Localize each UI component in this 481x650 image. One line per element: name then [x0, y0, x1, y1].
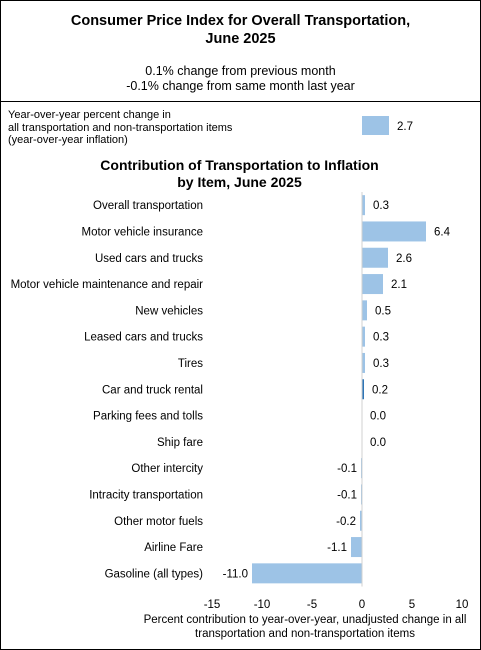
data-bar — [351, 537, 362, 558]
category-label: Car and truck rental — [102, 384, 203, 396]
category-label: Ship fare — [157, 437, 203, 449]
monthly-change-text: 0.1% change from previous month — [145, 64, 336, 78]
yoy-label-line-3: (year-over-year inflation) — [8, 134, 128, 146]
x-tick-label: 0 — [359, 599, 365, 611]
data-bar — [362, 221, 426, 242]
yoy-label-line-1: Year-over-year percent change in — [8, 109, 171, 121]
category-label: Gasoline (all types) — [105, 568, 204, 580]
data-label: 0.3 — [373, 358, 389, 370]
x-tick-label: 5 — [409, 599, 415, 611]
yoy-value-label: 2.7 — [397, 121, 413, 133]
data-bar — [360, 510, 362, 531]
data-bar — [362, 274, 383, 295]
data-label: -0.1 — [337, 489, 357, 501]
category-label: Airline Fare — [144, 542, 203, 554]
data-label: -0.2 — [336, 516, 356, 528]
x-axis-label: Percent contribution to year-over-year, … — [130, 613, 480, 641]
data-bar — [362, 195, 365, 216]
data-bar — [362, 300, 367, 321]
category-label: Tires — [178, 358, 203, 370]
data-label: 2.1 — [391, 279, 407, 291]
category-label: Overall transportation — [93, 200, 203, 212]
data-label: 0.0 — [370, 437, 386, 449]
data-label: 0.0 — [370, 411, 386, 423]
x-tick-label: -5 — [307, 599, 317, 611]
data-bar — [362, 379, 364, 400]
chart-title: Contribution of Transportation to Inflat… — [0, 157, 479, 191]
category-label: Motor vehicle maintenance and repair — [11, 279, 204, 291]
yearly-change-text: -0.1% change from same month last year — [126, 79, 355, 93]
data-label: -11.0 — [223, 568, 248, 580]
x-axis-label-line-2: transportation and non-transportation it… — [195, 628, 415, 640]
category-label: New vehicles — [135, 305, 203, 317]
yoy-bar — [362, 116, 389, 135]
data-label: 0.3 — [373, 200, 389, 212]
yoy-label-line-2: all transportation and non-transportatio… — [8, 121, 233, 134]
data-label: 6.4 — [434, 226, 451, 238]
data-label: 2.6 — [396, 253, 412, 265]
data-label: 0.2 — [372, 384, 388, 396]
title-line-1: Consumer Price Index for Overall Transpo… — [70, 13, 411, 29]
x-axis-label-line-1: Percent contribution to year-over-year, … — [143, 614, 467, 626]
category-label: Motor vehicle insurance — [82, 226, 203, 238]
x-tick-label: 10 — [456, 599, 469, 611]
yoy-label: Year-over-year percent change in all tra… — [8, 109, 308, 147]
chart-title-line-2: by Item, June 2025 — [177, 174, 302, 190]
category-label: Other motor fuels — [114, 516, 203, 528]
data-label: 0.5 — [375, 305, 391, 317]
category-label: Intracity transportation — [89, 489, 203, 501]
data-bar — [252, 563, 362, 584]
title-line-2: June 2025 — [205, 31, 276, 47]
data-label: 0.3 — [373, 332, 389, 344]
category-label: Leased cars and trucks — [84, 332, 203, 344]
page-title: Consumer Price Index for Overall Transpo… — [1, 12, 480, 48]
category-label: Other intercity — [131, 463, 203, 475]
data-bar — [362, 326, 365, 347]
chart-title-line-1: Contribution of Transportation to Inflat… — [100, 157, 379, 173]
header-panel: Consumer Price Index for Overall Transpo… — [1, 1, 480, 102]
data-label: -1.1 — [327, 542, 347, 554]
category-label: Used cars and trucks — [95, 253, 203, 265]
data-bar — [362, 247, 388, 268]
x-tick-label: -10 — [254, 599, 271, 611]
x-tick-label: -15 — [204, 599, 221, 611]
category-label: Parking fees and tolls — [93, 411, 203, 423]
data-label: -0.1 — [337, 463, 357, 475]
data-bar — [362, 352, 365, 373]
